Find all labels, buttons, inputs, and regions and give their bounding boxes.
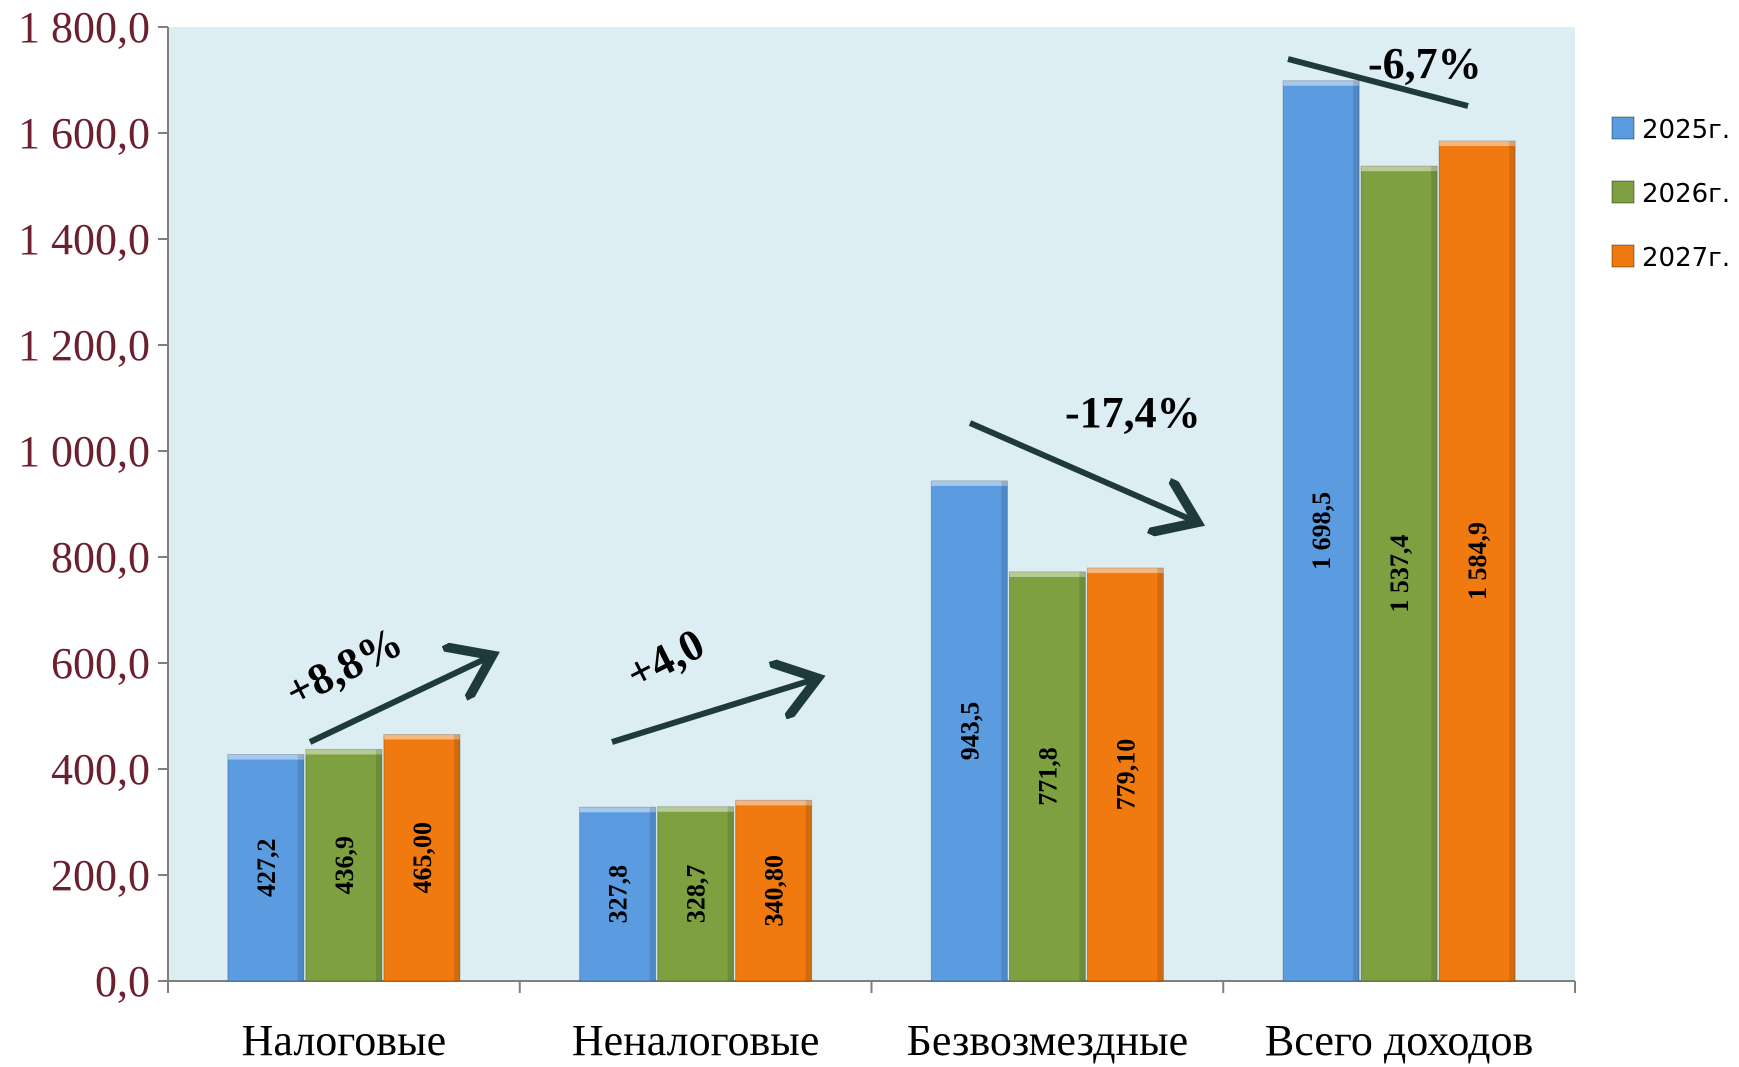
y-tick-label: 400,0: [51, 745, 150, 794]
y-tick-label: 600,0: [51, 639, 150, 688]
bar-value-label: 771,8: [1033, 747, 1062, 806]
bar-value-label: 328,7: [682, 865, 711, 924]
legend-swatch: [1611, 244, 1635, 268]
category-labels: Налоговые Неналоговые Безвозмездные Всего д…: [242, 1016, 1534, 1065]
x-category-label: Неналоговые: [572, 1016, 820, 1065]
bar-shade: [1157, 568, 1164, 981]
bar-highlight: [1361, 166, 1438, 172]
y-tick-label: 1 800,0: [18, 3, 150, 52]
x-category-label: Всего доходов: [1265, 1016, 1533, 1065]
bar-value-label: 1 698,5: [1307, 492, 1336, 570]
bar-highlight: [1439, 141, 1516, 147]
legend-label: 2027г.: [1642, 243, 1730, 273]
trend-line-total: [1287, 56, 1469, 109]
bar-highlight: [1009, 571, 1086, 577]
bar-highlight: [657, 806, 734, 812]
bar: [1282, 80, 1360, 982]
bar-shade: [649, 807, 656, 981]
x-axis: [167, 980, 1576, 993]
bar: [1360, 165, 1438, 982]
bar-value-label: 943,5: [955, 702, 984, 761]
trend-arrow-grants: [968, 420, 1192, 520]
y-tick-label: 0,0: [95, 957, 150, 1006]
y-tick-label: 1 400,0: [18, 215, 150, 264]
trend-arrow-tax: [308, 658, 487, 745]
bar: [579, 806, 657, 982]
bar-highlight: [1283, 80, 1360, 86]
legend-label: 2025г.: [1642, 115, 1730, 145]
bar: [305, 748, 383, 982]
bar-shade: [1353, 80, 1360, 982]
bar-value-label: 1 584,9: [1463, 522, 1492, 600]
bar: [657, 806, 735, 982]
legend-swatch: [1611, 116, 1635, 140]
bar-value-label: 465,00: [408, 822, 437, 894]
bar-highlight: [579, 807, 656, 813]
bar-value-label: 327,8: [604, 865, 633, 924]
bar-labels: 427,2 436,9 465,00 327,8 328,7 340,80 943,5 771…: [252, 492, 1492, 927]
y-tick-label: 200,0: [51, 851, 150, 900]
bar: [735, 799, 813, 982]
legend: 2025г. 2026г. 2027г.: [1611, 115, 1730, 273]
annotation-total: -6,7%: [1368, 39, 1482, 88]
bar-highlight: [383, 734, 460, 740]
bars: [227, 80, 1516, 982]
x-category-label: Налоговые: [242, 1016, 446, 1065]
bar-shade: [1079, 571, 1086, 981]
bar-shade: [297, 754, 304, 981]
annotation-grants: -17,4%: [1065, 388, 1201, 437]
bar-value-label: 436,9: [330, 836, 359, 895]
y-tick-label: 1 600,0: [18, 109, 150, 158]
bar: [1086, 567, 1164, 982]
bar-highlight: [735, 800, 812, 806]
bar: [227, 754, 305, 982]
bar-value-label: 427,2: [252, 839, 281, 898]
bar-shade: [375, 749, 382, 981]
bar-highlight: [1087, 568, 1164, 574]
bar: [1008, 571, 1086, 982]
bar: [383, 734, 461, 982]
bar-shade: [1509, 141, 1516, 982]
bar-highlight: [227, 754, 304, 760]
bar-shade: [453, 734, 460, 981]
x-category-label: Безвозмездные: [907, 1016, 1188, 1065]
y-tick-label: 1 000,0: [18, 427, 150, 476]
y-tick-label: 800,0: [51, 533, 150, 582]
bar-shade: [1431, 166, 1438, 982]
bar-value-label: 340,80: [760, 855, 789, 927]
legend-label: 2026г.: [1642, 179, 1730, 209]
bar: [930, 480, 1008, 982]
bar-shade: [727, 806, 734, 981]
bar-highlight: [931, 480, 1008, 486]
bar-shade: [805, 800, 812, 981]
y-tick-label: 1 200,0: [18, 321, 150, 370]
y-axis: 0,0 200,0 400,0 600,0 800,0 1 000,0 1 200,0 1 4…: [18, 3, 169, 1006]
trend-arrow-nontax: [611, 680, 812, 745]
bar-value-label: 1 537,4: [1385, 535, 1414, 613]
bar-value-label: 779,10: [1111, 739, 1140, 811]
bar: [1438, 140, 1516, 982]
bar-highlight: [305, 749, 382, 755]
bar-shade: [1001, 480, 1008, 981]
legend-swatch: [1611, 180, 1635, 204]
